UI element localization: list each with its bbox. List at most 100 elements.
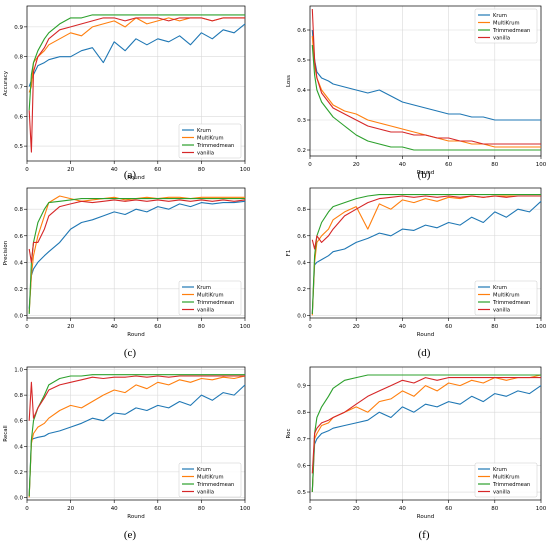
plot-frame: [309, 366, 542, 501]
y-tick-label: 0.2: [14, 287, 23, 293]
x-tick-label: 0: [25, 324, 29, 330]
x-tick-label: 60: [445, 162, 452, 168]
x-tick-label: 40: [111, 506, 118, 512]
y-tick-label: 0.7: [14, 84, 23, 90]
x-tick-label: 20: [67, 167, 74, 173]
y-tick-label: 0.6: [297, 234, 306, 240]
series-line-krum: [28, 384, 246, 497]
y-tick-label: 0.0: [14, 313, 23, 319]
series-line-multikrum: [28, 375, 246, 498]
x-tick-label: 60: [154, 167, 161, 173]
legend-label-vanilla: vanilla: [493, 308, 510, 314]
x-axis-label: Round: [417, 332, 434, 338]
series-line-krum: [28, 23, 246, 87]
x-tick-label: 100: [536, 162, 547, 168]
y-tick-label: 0.8: [14, 393, 23, 399]
legend-label-trimmedmean: Trimmedmean: [196, 143, 234, 149]
y-tick-label: 0.2: [297, 287, 306, 293]
legend-label-trimmedmean: Trimmedmean: [492, 300, 530, 306]
x-tick-label: 80: [198, 324, 205, 330]
y-tick-label: 0.2: [14, 470, 23, 476]
x-tick-label: 80: [491, 162, 498, 168]
legend-label-vanilla: vanilla: [493, 36, 510, 42]
plot-frame: [309, 5, 542, 157]
legend-box: [474, 280, 538, 316]
y-tick-label: 0.6: [14, 419, 23, 425]
x-tick-label: 40: [399, 324, 406, 330]
legend-label-krum: Krum: [197, 285, 211, 291]
legend-label-krum: Krum: [197, 467, 211, 473]
x-tick-label: 0: [25, 167, 29, 173]
x-tick-label: 40: [111, 167, 118, 173]
y-tick-label: 0.5: [297, 58, 306, 64]
legend-label-trimmedmean: Trimmedmean: [196, 300, 234, 306]
x-tick-label: 40: [399, 162, 406, 168]
series-line-vanilla: [311, 195, 541, 250]
series-line-trimmedmean: [311, 194, 541, 315]
series-line-vanilla: [28, 199, 246, 263]
panel-caption: (c): [124, 347, 137, 359]
chart-panel-d: 0 20 40 60 80 100 0.0 0.2 0.4 0.6 0.8 Round F1 Krum Mu…: [286, 187, 547, 359]
y-tick-label: 0.8: [297, 207, 306, 213]
panel-caption: (f): [419, 529, 430, 541]
y-axis-label: Loss: [286, 75, 292, 87]
x-tick-label: 0: [308, 506, 312, 512]
legend-label-vanilla: vanilla: [197, 151, 214, 157]
legend-label-multikrum: MultiKrum: [493, 293, 520, 299]
legend-box: [178, 280, 242, 316]
x-axis-label: Round: [417, 514, 434, 520]
panel-caption: (e): [124, 529, 137, 541]
series-line-vanilla: [28, 17, 245, 153]
y-axis-label: Recall: [3, 425, 9, 442]
y-tick-label: 0.9: [14, 25, 23, 31]
series-line-trimmedmean: [311, 374, 541, 493]
chart-panel-b: 0 20 40 60 80 100 0.2 0.3 0.4 0.5 0.6 Round Loss Krum…: [286, 5, 547, 181]
x-tick-label: 40: [399, 506, 406, 512]
x-tick-label: 0: [308, 162, 312, 168]
legend-box: [474, 462, 538, 498]
legend-label-vanilla: vanilla: [197, 490, 214, 496]
x-tick-label: 100: [240, 506, 251, 512]
legend-label-multikrum: MultiKrum: [197, 475, 224, 481]
series-line-krum: [311, 385, 542, 493]
x-tick-label: 80: [491, 324, 498, 330]
y-tick-label: 0.6: [297, 463, 306, 469]
x-tick-label: 80: [198, 167, 205, 173]
x-tick-label: 100: [240, 324, 251, 330]
x-axis-label: Round: [127, 332, 144, 338]
x-tick-label: 60: [445, 324, 452, 330]
y-tick-label: 0.6: [14, 114, 23, 120]
x-tick-label: 60: [445, 506, 452, 512]
x-tick-label: 20: [67, 324, 74, 330]
y-tick-label: 0.4: [14, 444, 23, 450]
chart-panel-e: 0 20 40 60 80 100 0.0 0.2 0.4 0.6 0.8 1.0 Round Recal…: [3, 366, 251, 541]
panel-caption: (d): [418, 347, 431, 359]
x-tick-label: 100: [240, 167, 251, 173]
x-tick-label: 60: [154, 324, 161, 330]
x-tick-label: 40: [111, 324, 118, 330]
y-tick-label: 0.3: [297, 118, 306, 124]
series-line-vanilla: [311, 377, 541, 474]
series-line-krum: [311, 200, 542, 315]
y-tick-label: 0.8: [297, 410, 306, 416]
legend-label-multikrum: MultiKrum: [197, 136, 224, 142]
y-tick-label: 0.5: [297, 490, 306, 496]
series-line-trimmedmean: [28, 198, 245, 315]
y-tick-label: 0.4: [14, 260, 23, 266]
x-tick-label: 80: [198, 506, 205, 512]
y-tick-label: 1.0: [14, 368, 23, 374]
y-tick-label: 0.4: [297, 88, 306, 94]
y-axis-label: Roc: [286, 429, 292, 439]
x-tick-label: 20: [353, 506, 360, 512]
legend-box: [178, 123, 242, 159]
plot-frame: [26, 5, 246, 162]
chart-panel-c: 0 20 40 60 80 100 0.0 0.2 0.4 0.6 0.8 Round Precisio…: [3, 187, 251, 359]
x-axis-label: Round: [127, 514, 144, 520]
y-tick-label: 0.2: [297, 148, 306, 154]
series-line-multikrum: [311, 35, 541, 148]
